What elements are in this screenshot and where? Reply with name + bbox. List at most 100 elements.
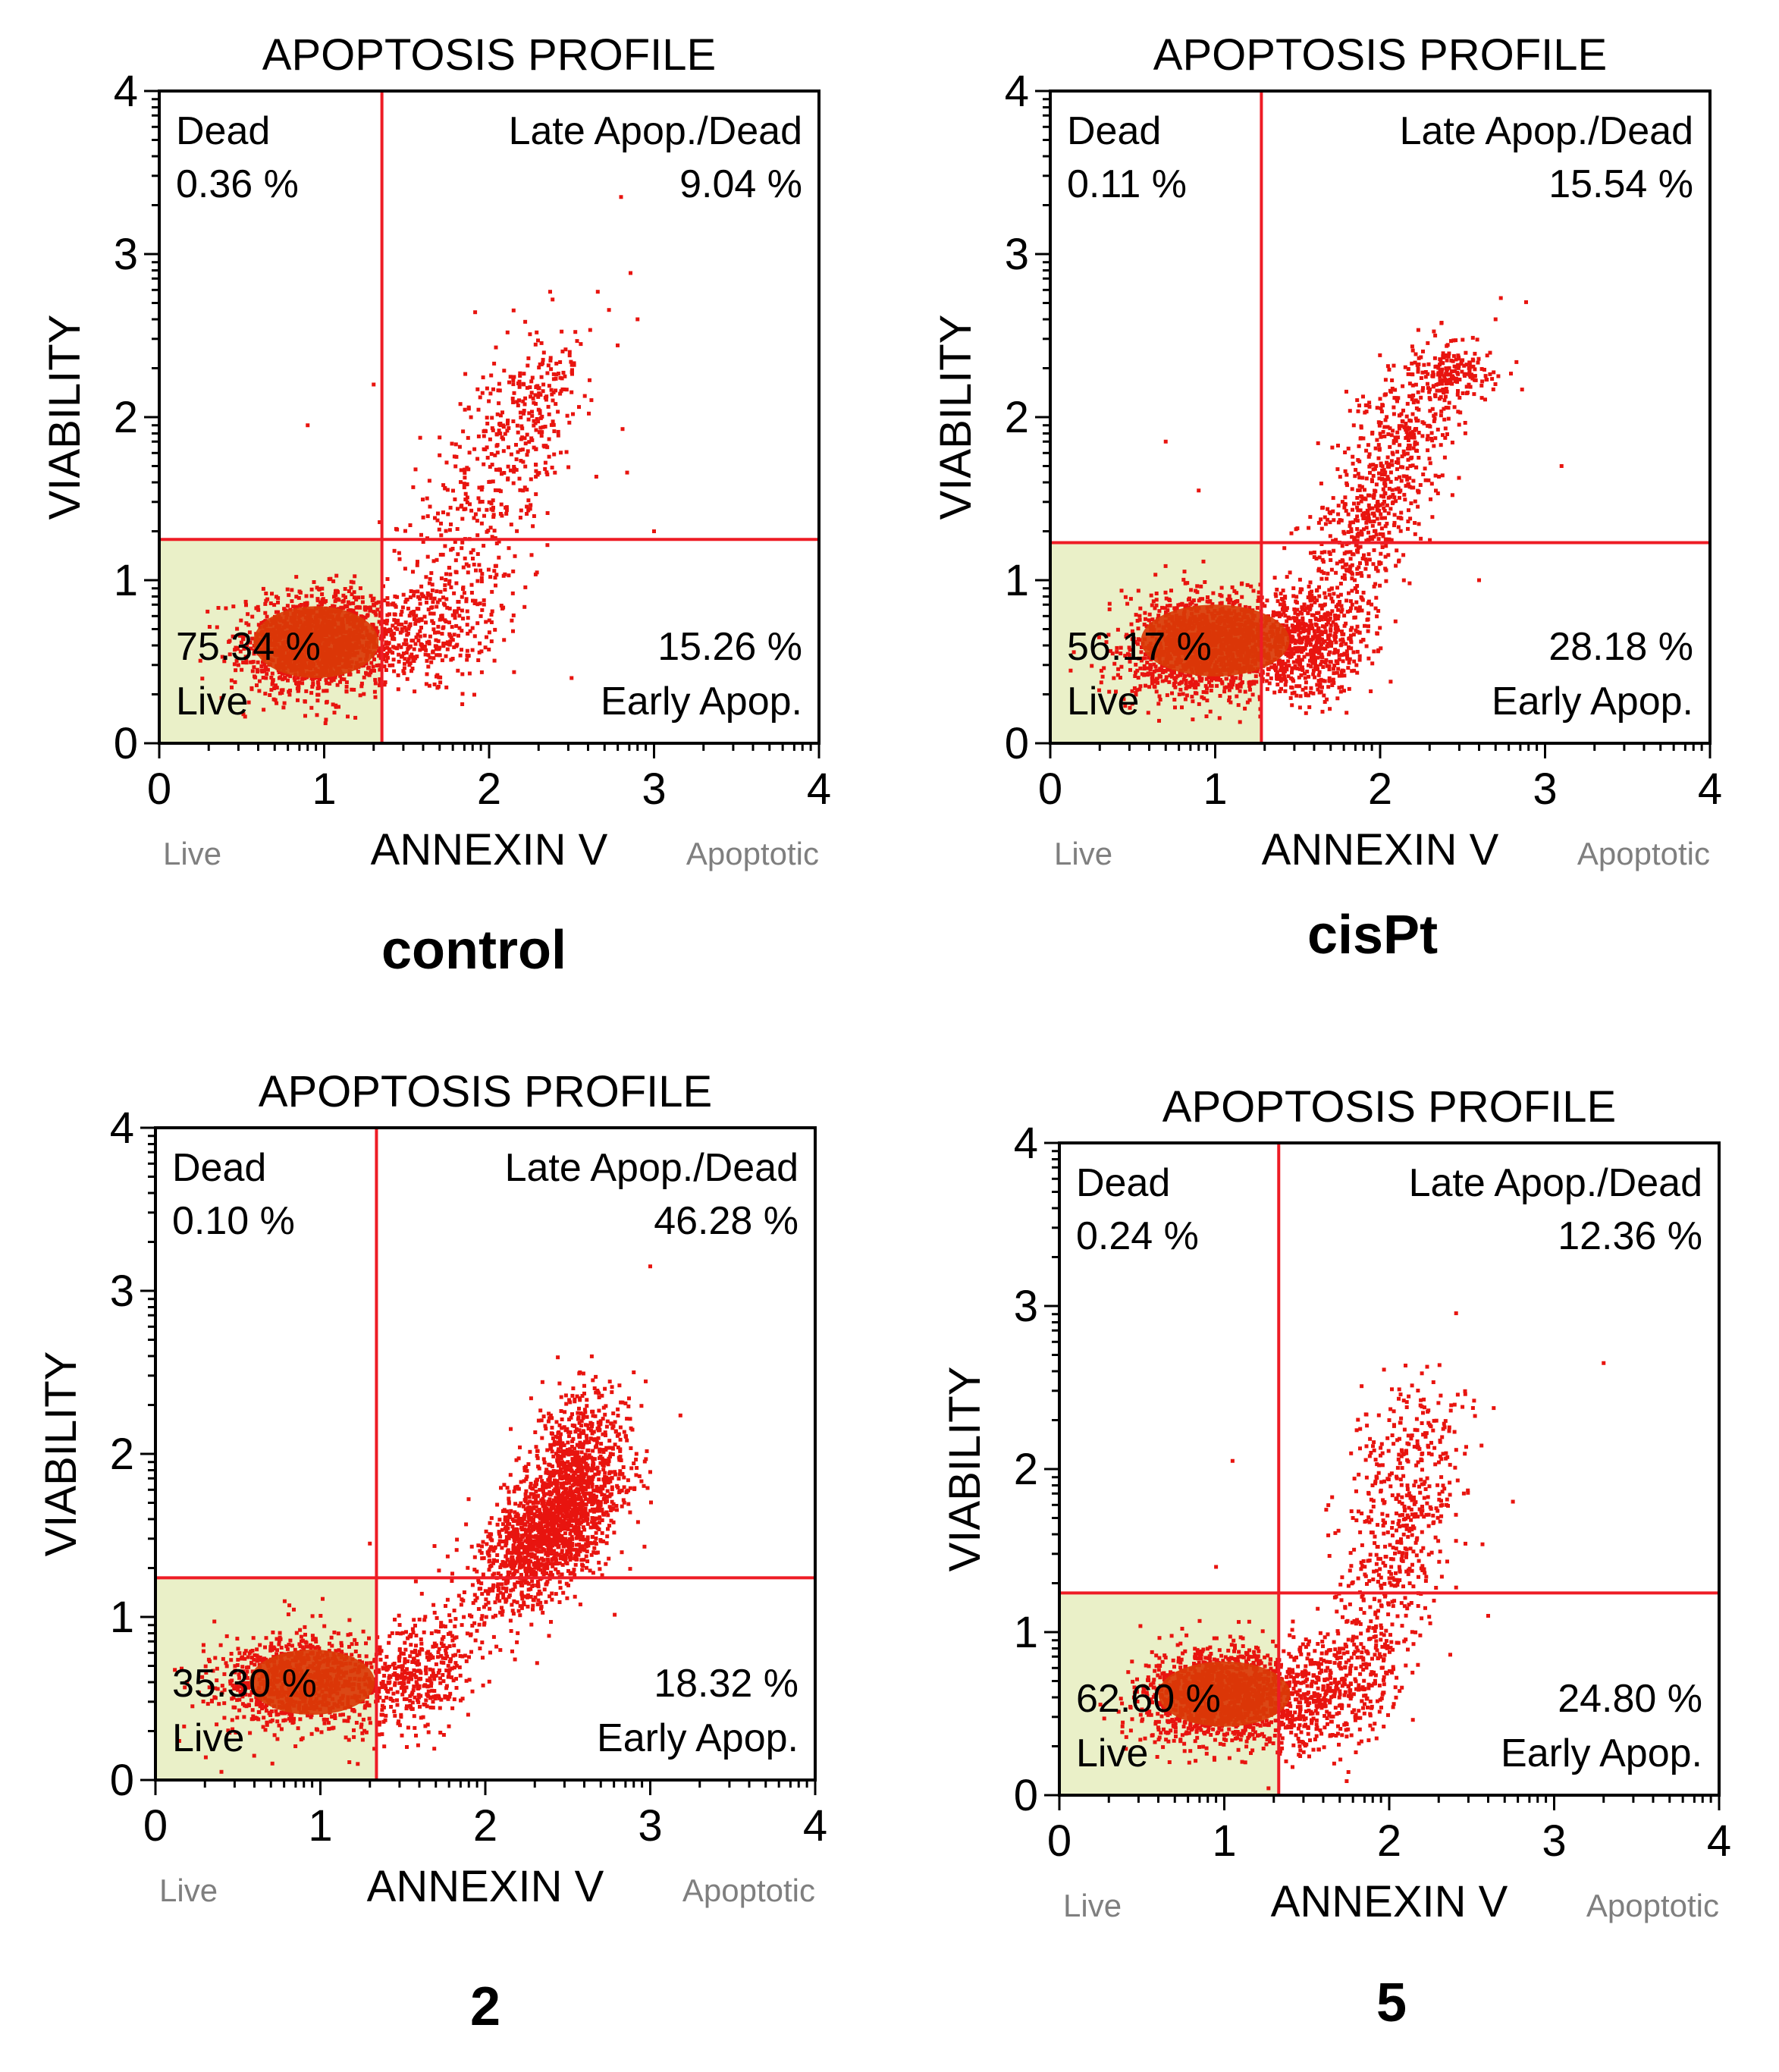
event-dot xyxy=(494,564,498,568)
event-dot xyxy=(1234,676,1238,680)
event-dot xyxy=(1107,607,1112,611)
event-dot xyxy=(1338,475,1342,479)
event-dot xyxy=(469,551,473,555)
event-dot xyxy=(560,329,564,334)
event-dot xyxy=(1341,669,1346,673)
event-dot xyxy=(1195,584,1200,589)
event-dot xyxy=(375,664,379,667)
event-dot xyxy=(471,598,475,603)
event-dot xyxy=(1329,644,1333,648)
event-dot xyxy=(1191,717,1195,722)
event-dot xyxy=(1154,689,1159,694)
event-dot xyxy=(1303,676,1307,680)
event-dot xyxy=(1183,581,1188,585)
event-dot xyxy=(494,583,497,588)
event-dot xyxy=(575,339,579,344)
event-dot xyxy=(1319,655,1323,659)
event-dot xyxy=(425,591,430,595)
event-dot xyxy=(1423,478,1428,482)
event-dot xyxy=(1154,598,1159,602)
event-dot xyxy=(482,602,486,607)
event-dot xyxy=(400,605,405,610)
event-dot xyxy=(419,643,424,648)
event-dot xyxy=(497,381,501,386)
event-dot xyxy=(480,485,485,489)
event-dot xyxy=(1230,585,1235,589)
event-dot xyxy=(350,592,354,597)
event-dot xyxy=(482,544,486,548)
event-dot xyxy=(427,479,431,483)
event-dot xyxy=(521,460,526,464)
event-dot xyxy=(1168,667,1172,672)
event-dot xyxy=(382,683,387,687)
event-dot xyxy=(427,683,431,688)
event-dot xyxy=(1160,670,1165,674)
event-dot xyxy=(1100,674,1105,679)
event-dot xyxy=(511,613,516,617)
event-dot xyxy=(482,447,486,451)
event-dot xyxy=(501,573,506,578)
event-dot xyxy=(435,673,440,677)
event-dot xyxy=(287,692,292,697)
event-dot xyxy=(410,610,415,614)
event-dot xyxy=(290,588,294,592)
event-dot xyxy=(1398,495,1401,500)
event-dot xyxy=(1357,630,1362,635)
event-dot xyxy=(567,420,572,425)
event-dot xyxy=(1400,419,1404,423)
event-dot xyxy=(448,505,453,510)
event-dot xyxy=(526,449,530,454)
event-dot xyxy=(1329,627,1333,632)
event-dot xyxy=(360,595,365,600)
event-dot xyxy=(455,642,460,647)
event-dot xyxy=(522,436,527,441)
event-dot xyxy=(1142,622,1147,626)
event-dot xyxy=(556,429,560,434)
event-dot xyxy=(407,614,412,618)
event-dot xyxy=(569,359,573,364)
event-dot xyxy=(367,673,372,677)
event-dot xyxy=(1272,576,1277,580)
event-dot xyxy=(1355,590,1360,594)
event-dot xyxy=(1235,694,1239,699)
event-dot xyxy=(332,711,337,715)
event-dot xyxy=(501,423,505,428)
event-dot xyxy=(466,570,470,575)
event-dot xyxy=(1310,613,1314,617)
event-dot xyxy=(1189,588,1194,592)
event-dot xyxy=(1156,680,1160,685)
event-dot xyxy=(1357,654,1362,658)
event-dot xyxy=(358,693,362,698)
event-dot xyxy=(369,668,374,673)
event-dot xyxy=(441,483,446,488)
event-dot xyxy=(446,512,450,516)
event-dot xyxy=(373,681,378,686)
event-dot xyxy=(1310,659,1314,664)
event-dot xyxy=(1275,677,1280,681)
event-dot xyxy=(410,667,415,670)
event-dot xyxy=(1309,656,1313,661)
event-dot xyxy=(1379,516,1384,520)
event-dot xyxy=(1366,530,1370,535)
event-dot xyxy=(1134,670,1138,675)
event-dot xyxy=(249,646,253,651)
event-dot xyxy=(1319,551,1324,555)
event-dot xyxy=(564,388,569,392)
event-dot xyxy=(491,428,495,432)
event-dot xyxy=(200,677,205,681)
event-dot xyxy=(392,637,397,642)
event-dot xyxy=(1144,652,1147,657)
event-dot xyxy=(1350,602,1354,607)
event-dot xyxy=(1350,589,1354,593)
event-dot xyxy=(1335,661,1340,665)
event-dot xyxy=(521,399,526,403)
event-dot xyxy=(259,621,264,625)
event-dot xyxy=(1289,685,1294,689)
event-dot xyxy=(397,557,402,561)
event-dot xyxy=(1354,468,1358,472)
event-dot xyxy=(1160,679,1165,683)
event-dot xyxy=(1142,667,1147,671)
event-dot xyxy=(453,616,457,620)
event-dot xyxy=(1329,596,1334,601)
